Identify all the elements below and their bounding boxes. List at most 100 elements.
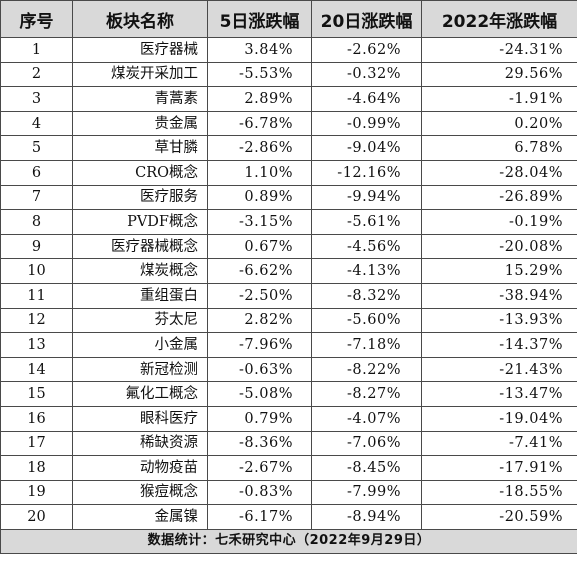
cell-2022-change: -20.59%	[421, 504, 577, 530]
cell-index: 16	[0, 405, 73, 432]
table-row: 14 新冠检测 -0.63% -8.22% -21.43%	[0, 356, 577, 383]
cell-sector-name: 眼科医疗	[72, 405, 208, 432]
table-row: 2 煤炭开采加工 -5.53% -0.32% 29.56%	[0, 61, 577, 88]
cell-2022-change: -0.19%	[421, 209, 577, 235]
table-row: 16 眼科医疗 0.79% -4.07% -19.04%	[0, 405, 577, 432]
cell-5day-change: -2.67%	[207, 455, 312, 481]
table-row: 18 动物疫苗 -2.67% -8.45% -17.91%	[0, 455, 577, 481]
cell-sector-name: 重组蛋白	[72, 282, 208, 309]
footer-row: 数据统计：七禾研究中心（2022年9月29日）	[0, 528, 577, 554]
cell-index: 17	[0, 430, 73, 457]
table-row: 19 猴痘概念 -0.83% -7.99% -18.55%	[0, 479, 577, 506]
table-row: 8 PVDF概念 -3.15% -5.61% -0.19%	[0, 209, 577, 235]
cell-5day-change: 0.89%	[207, 184, 312, 211]
table-row: 9 医疗器械概念 0.67% -4.56% -20.08%	[0, 233, 577, 260]
cell-5day-change: -8.36%	[207, 430, 312, 457]
cell-index: 2	[0, 61, 73, 88]
cell-index: 11	[0, 282, 73, 309]
cell-20day-change: -7.06%	[311, 430, 422, 457]
cell-5day-change: 2.82%	[207, 307, 312, 334]
cell-2022-change: -13.93%	[421, 307, 577, 334]
cell-5day-change: 0.67%	[207, 233, 312, 260]
cell-index: 12	[0, 307, 73, 334]
cell-5day-change: -6.78%	[207, 110, 312, 137]
cell-5day-change: -0.63%	[207, 356, 312, 383]
cell-5day-change: 0.79%	[207, 405, 312, 432]
cell-sector-name: 医疗器械概念	[72, 233, 208, 260]
table-body: 1 医疗器械 3.84% -2.62% -24.31% 2 煤炭开采加工 -5.53% -0.3…	[0, 37, 577, 530]
cell-20day-change: -7.18%	[311, 332, 422, 358]
cell-2022-change: -28.04%	[421, 159, 577, 186]
cell-sector-name: 动物疫苗	[72, 455, 208, 481]
cell-20day-change: -4.56%	[311, 233, 422, 260]
cell-2022-change: 0.20%	[421, 110, 577, 137]
cell-2022-change: 29.56%	[421, 61, 577, 88]
cell-2022-change: 6.78%	[421, 135, 577, 161]
cell-sector-name: 猴痘概念	[72, 479, 208, 506]
cell-sector-name: CRO概念	[72, 159, 208, 186]
cell-2022-change: -19.04%	[421, 405, 577, 432]
cell-sector-name: 稀缺资源	[72, 430, 208, 457]
cell-20day-change: -4.07%	[311, 405, 422, 432]
cell-index: 18	[0, 455, 73, 481]
cell-sector-name: 医疗服务	[72, 184, 208, 211]
cell-20day-change: -4.13%	[311, 258, 422, 284]
table-row: 3 青蒿素 2.89% -4.64% -1.91%	[0, 86, 577, 112]
cell-20day-change: -8.45%	[311, 455, 422, 481]
table-row: 1 医疗器械 3.84% -2.62% -24.31%	[0, 37, 577, 63]
cell-index: 1	[0, 37, 73, 63]
table-row: 20 金属镍 -6.17% -8.94% -20.59%	[0, 504, 577, 530]
cell-20day-change: -8.27%	[311, 381, 422, 407]
table-row: 10 煤炭概念 -6.62% -4.13% 15.29%	[0, 258, 577, 284]
cell-sector-name: 煤炭开采加工	[72, 61, 208, 88]
cell-sector-name: 新冠检测	[72, 356, 208, 383]
cell-index: 5	[0, 135, 73, 161]
table-row: 11 重组蛋白 -2.50% -8.32% -38.94%	[0, 282, 577, 309]
header-index: 序号	[0, 0, 73, 38]
cell-sector-name: 氟化工概念	[72, 381, 208, 407]
cell-2022-change: 15.29%	[421, 258, 577, 284]
cell-20day-change: -12.16%	[311, 159, 422, 186]
header-row: 序号 板块名称 5日涨跌幅 20日涨跌幅 2022年涨跌幅	[0, 0, 577, 38]
cell-index: 6	[0, 159, 73, 186]
cell-5day-change: -5.08%	[207, 381, 312, 407]
cell-sector-name: PVDF概念	[72, 209, 208, 235]
cell-20day-change: -0.99%	[311, 110, 422, 137]
cell-20day-change: -9.94%	[311, 184, 422, 211]
cell-2022-change: -24.31%	[421, 37, 577, 63]
cell-5day-change: -7.96%	[207, 332, 312, 358]
cell-sector-name: 金属镍	[72, 504, 208, 530]
cell-2022-change: -20.08%	[421, 233, 577, 260]
cell-index: 14	[0, 356, 73, 383]
cell-index: 8	[0, 209, 73, 235]
cell-20day-change: -5.60%	[311, 307, 422, 334]
cell-20day-change: -5.61%	[311, 209, 422, 235]
table-row: 17 稀缺资源 -8.36% -7.06% -7.41%	[0, 430, 577, 457]
cell-sector-name: 青蒿素	[72, 86, 208, 112]
header-20day-change: 20日涨跌幅	[311, 0, 422, 38]
cell-20day-change: -4.64%	[311, 86, 422, 112]
cell-5day-change: -2.86%	[207, 135, 312, 161]
table-row: 4 贵金属 -6.78% -0.99% 0.20%	[0, 110, 577, 137]
cell-index: 3	[0, 86, 73, 112]
cell-5day-change: 2.89%	[207, 86, 312, 112]
header-2022-change: 2022年涨跌幅	[421, 0, 577, 38]
cell-sector-name: 贵金属	[72, 110, 208, 137]
cell-5day-change: -5.53%	[207, 61, 312, 88]
cell-index: 7	[0, 184, 73, 211]
cell-index: 15	[0, 381, 73, 407]
table-row: 5 草甘膦 -2.86% -9.04% 6.78%	[0, 135, 577, 161]
cell-sector-name: 芬太尼	[72, 307, 208, 334]
header-sector-name: 板块名称	[72, 0, 208, 38]
cell-index: 19	[0, 479, 73, 506]
cell-5day-change: -3.15%	[207, 209, 312, 235]
cell-5day-change: 3.84%	[207, 37, 312, 63]
cell-sector-name: 小金属	[72, 332, 208, 358]
cell-20day-change: -9.04%	[311, 135, 422, 161]
cell-2022-change: -13.47%	[421, 381, 577, 407]
cell-20day-change: -2.62%	[311, 37, 422, 63]
table-row: 15 氟化工概念 -5.08% -8.27% -13.47%	[0, 381, 577, 407]
cell-20day-change: -8.32%	[311, 282, 422, 309]
table-row: 12 芬太尼 2.82% -5.60% -13.93%	[0, 307, 577, 334]
